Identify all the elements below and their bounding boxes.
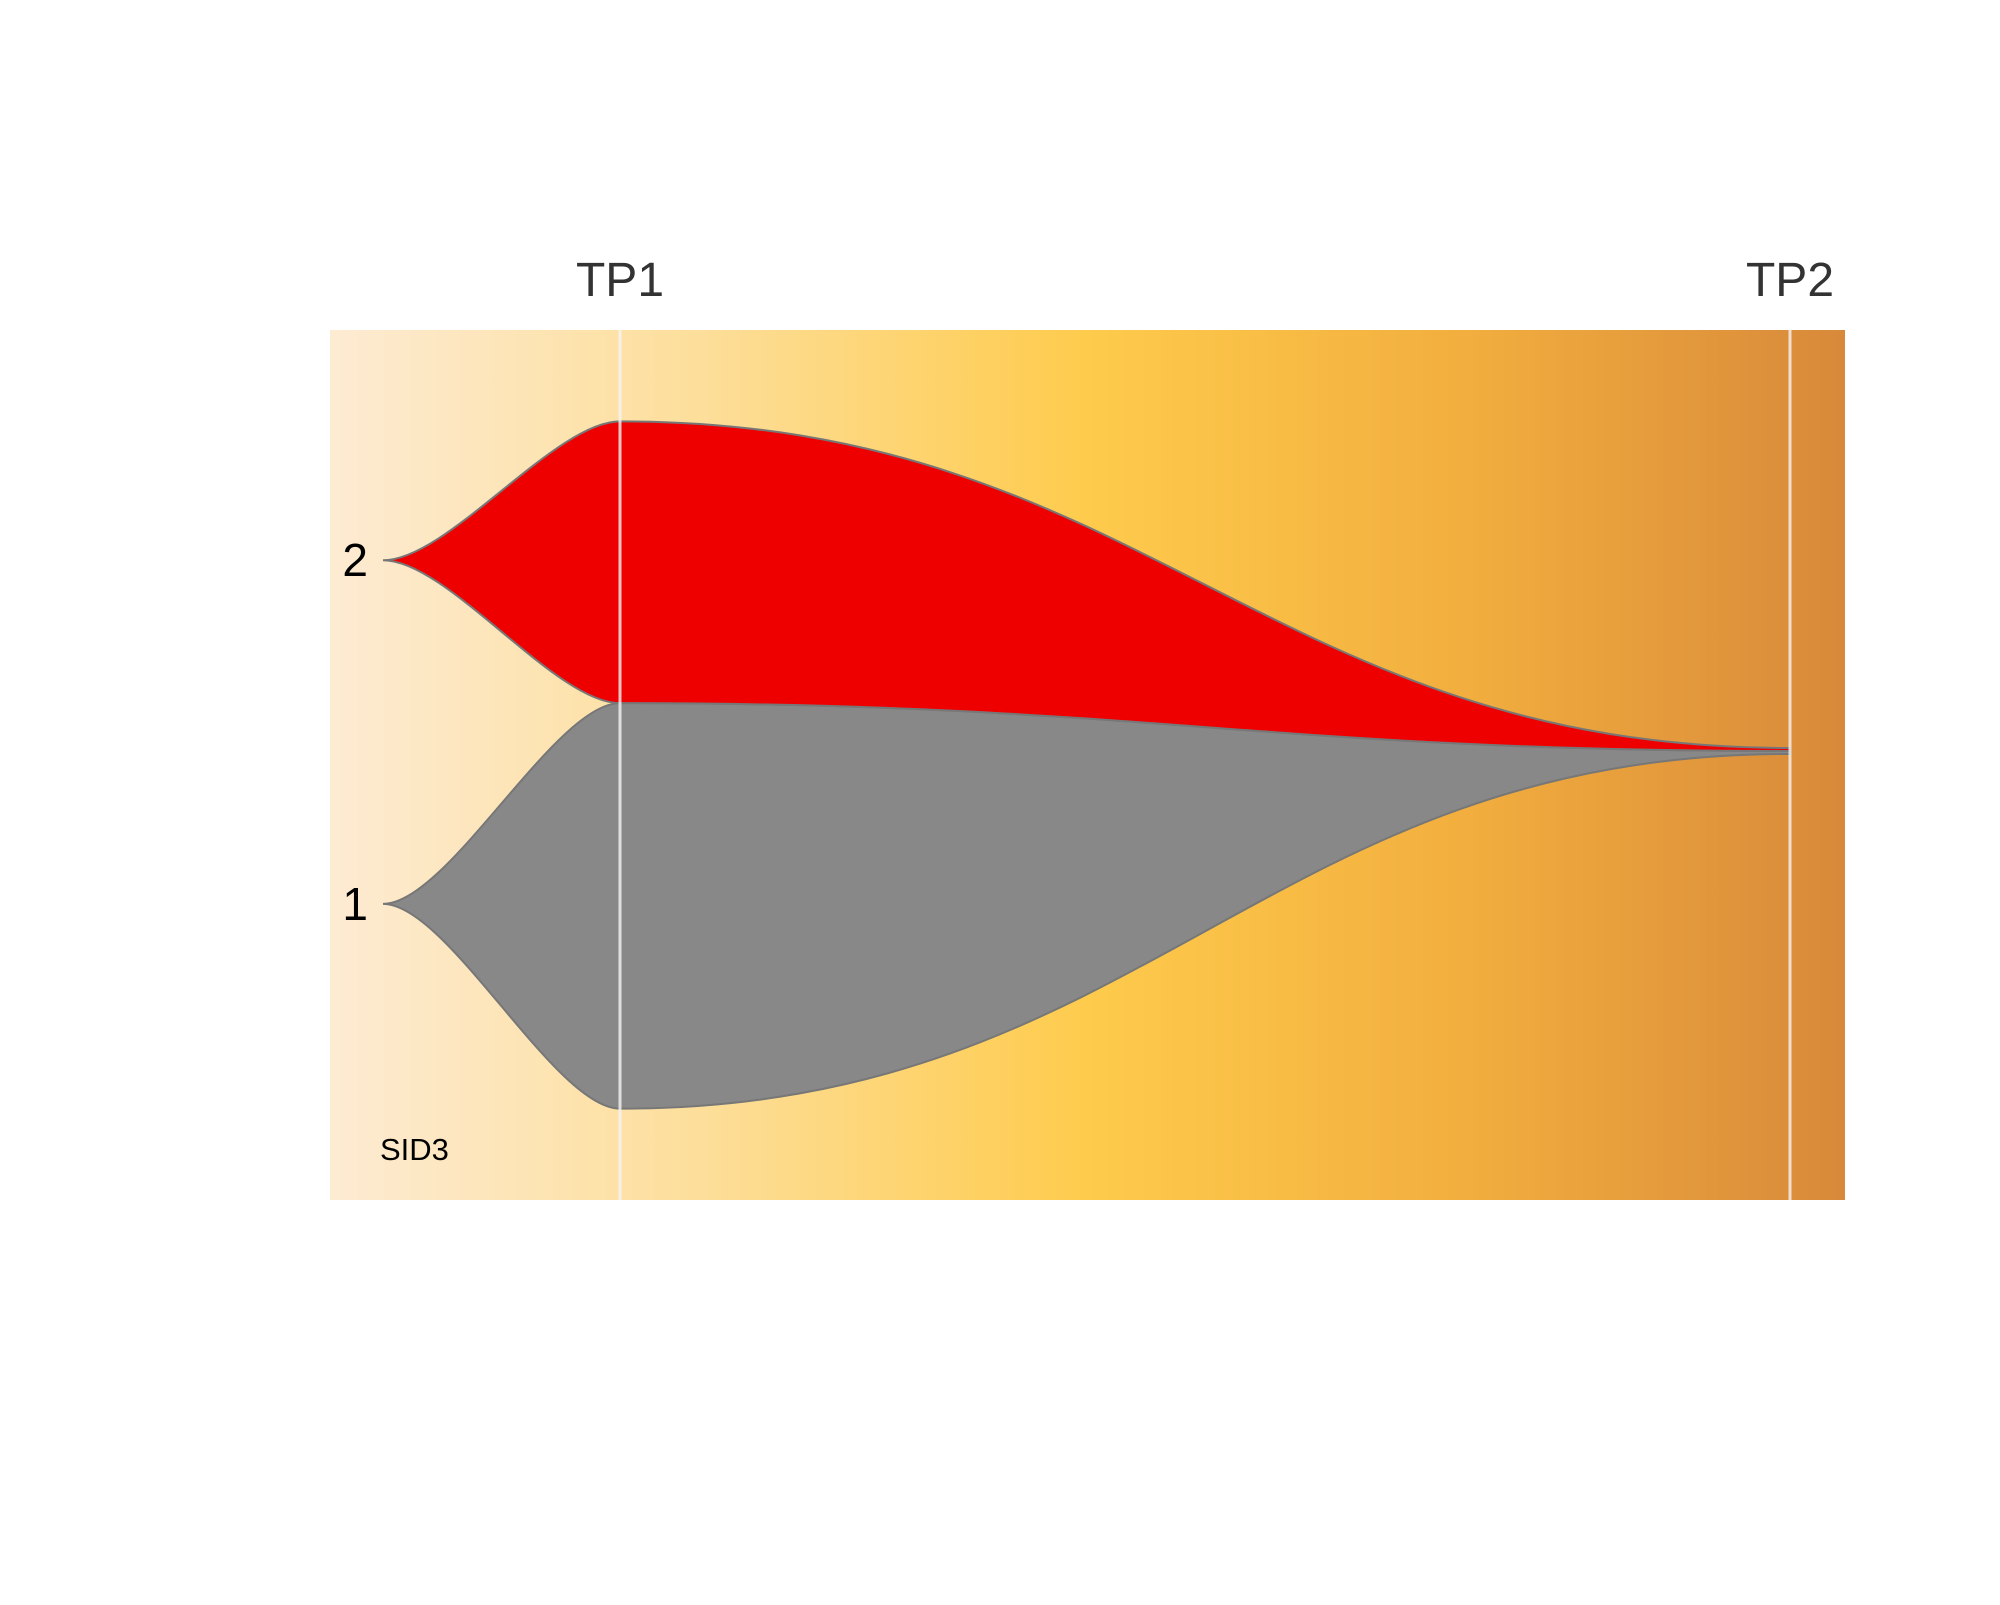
clone-label-2: 2 [342,534,368,586]
timepoint-lines [618,330,1792,1200]
timepoint-label-2: TP2 [1746,254,1834,307]
clone-labels: 12 [342,534,368,930]
sample-label: SID3 [380,1132,449,1167]
clone-label-1: 1 [342,878,368,930]
timepoint-label-1: TP1 [576,254,664,307]
timepoint-labels: TP1 TP2 [576,254,1834,307]
